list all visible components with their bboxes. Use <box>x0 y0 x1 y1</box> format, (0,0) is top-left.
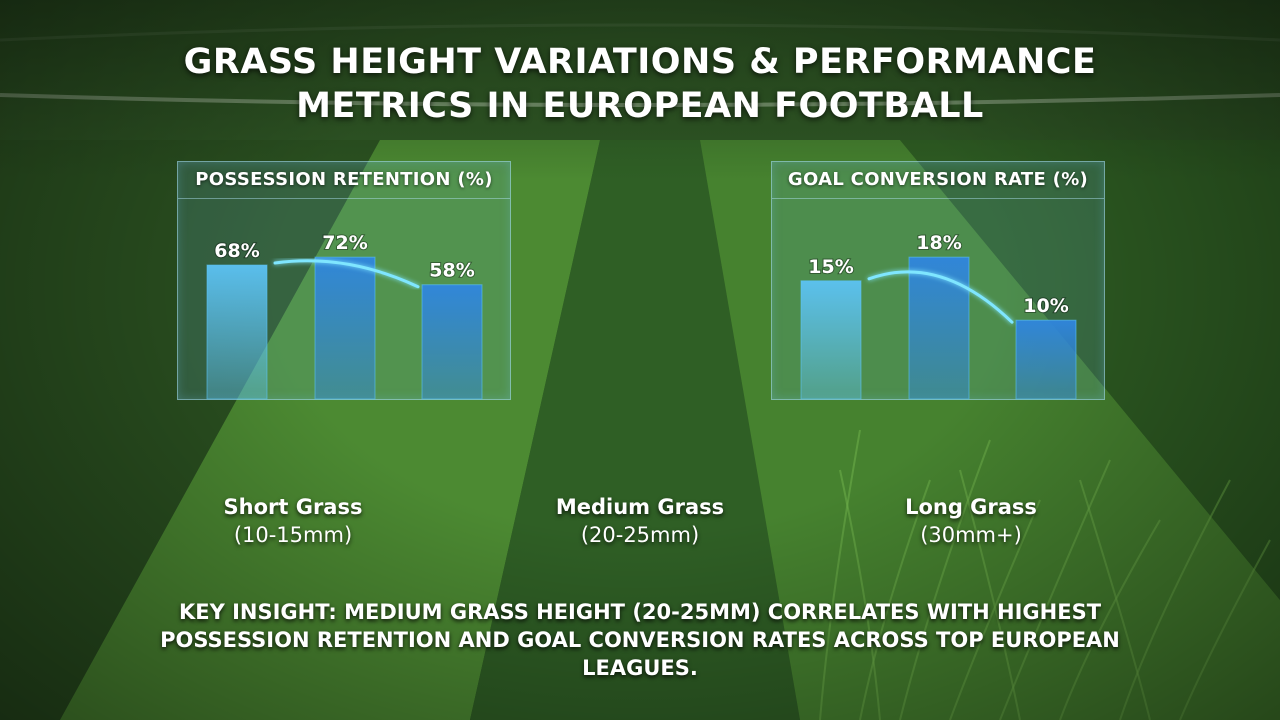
category-short-grass: Short Grass (10-15mm) <box>173 493 413 549</box>
bar-medium-grass <box>908 256 970 400</box>
category-range: (20-25mm) <box>580 523 700 547</box>
category-name: Medium Grass <box>555 495 725 519</box>
goal-conversion-panel: GOAL CONVERSION RATE (%) 15% 18% 10% <box>771 161 1105 400</box>
bar-short-grass <box>800 280 862 400</box>
possession-retention-panel: POSSESSION RETENTION (%) 68% 72% 58% <box>177 161 511 400</box>
bar-medium-grass <box>314 256 376 400</box>
category-name: Short Grass <box>223 495 363 519</box>
key-insight-text: KEY INSIGHT: MEDIUM GRASS HEIGHT (20-25M… <box>160 600 1120 680</box>
category-long-grass: Long Grass (30mm+) <box>851 493 1091 549</box>
category-range: (10-15mm) <box>233 523 353 547</box>
bar-short-grass <box>206 264 268 400</box>
category-range: (30mm+) <box>920 523 1022 547</box>
category-medium-grass: Medium Grass (20-25mm) <box>520 493 760 549</box>
bar-value-label: 72% <box>322 232 367 254</box>
trend-line <box>867 270 1014 324</box>
goal-conversion-chart: 15% 18% 10% <box>800 231 1077 400</box>
page-title: GRASS HEIGHT VARIATIONS & PERFORMANCE ME… <box>0 40 1280 128</box>
title-line-1: GRASS HEIGHT VARIATIONS & PERFORMANCE <box>183 42 1097 82</box>
bar-value-label: 58% <box>429 260 474 282</box>
bar-long-grass <box>421 284 483 400</box>
possession-retention-chart: 68% 72% 58% <box>206 231 483 400</box>
possession-retention-title: POSSESSION RETENTION (%) <box>178 162 510 199</box>
title-line-2: METRICS IN EUROPEAN FOOTBALL <box>296 86 984 126</box>
bar-value-label: 15% <box>808 256 853 278</box>
trend-line <box>273 259 420 289</box>
bar-value-label: 10% <box>1023 295 1068 317</box>
bar-value-label: 68% <box>214 240 259 262</box>
bar-long-grass <box>1015 319 1077 400</box>
bar-value-label: 18% <box>916 232 961 254</box>
goal-conversion-title: GOAL CONVERSION RATE (%) <box>772 162 1104 199</box>
category-name: Long Grass <box>905 495 1037 519</box>
